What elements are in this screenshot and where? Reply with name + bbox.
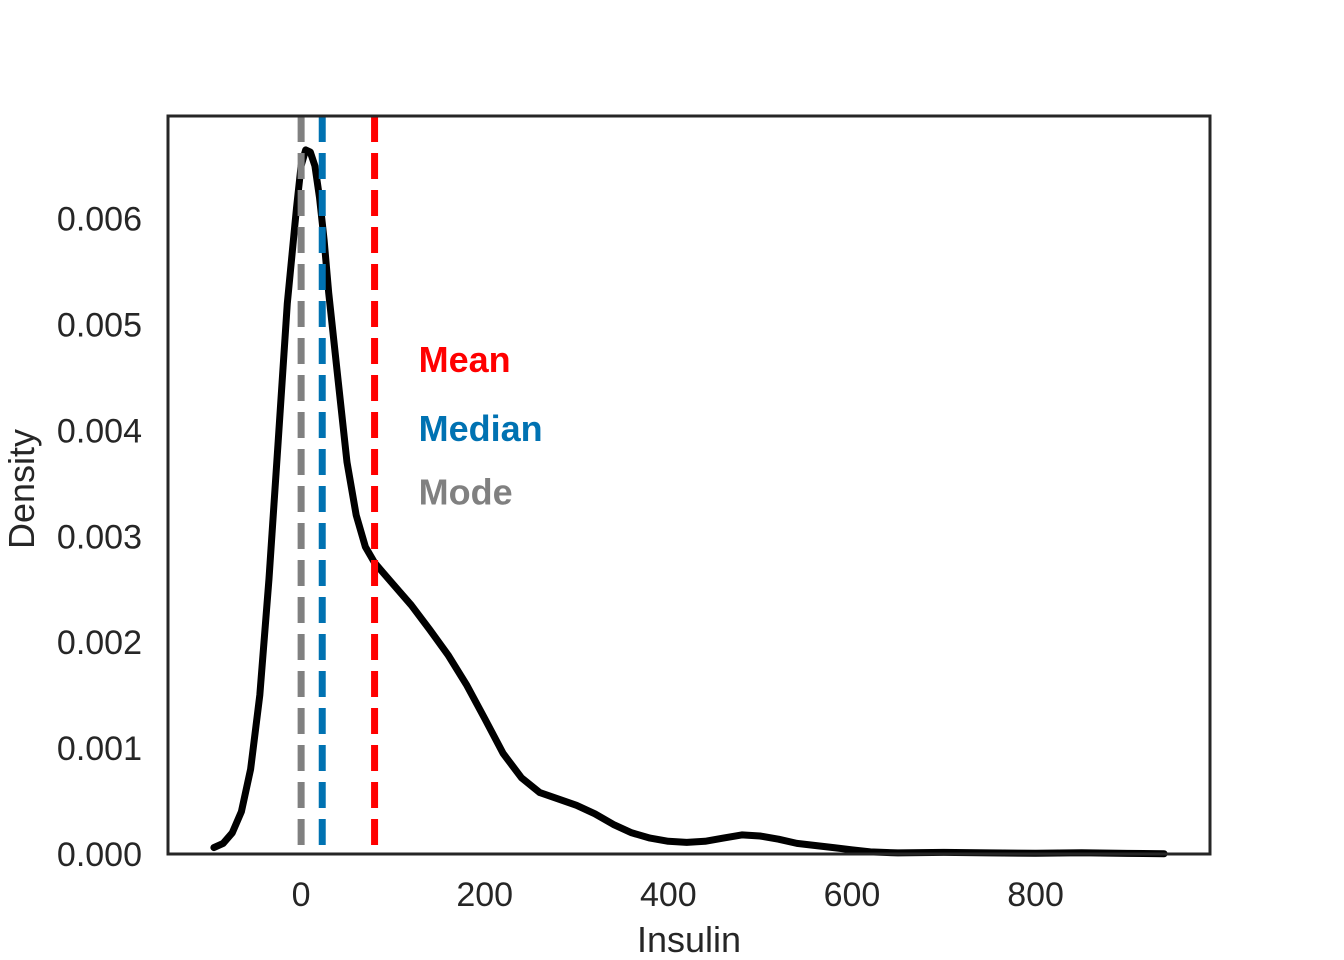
x-tick-label: 600 xyxy=(824,876,881,914)
x-axis: 0 200 400 600 800 xyxy=(292,876,1064,914)
plot-area: Mean Median Mode xyxy=(210,116,1168,858)
mode-annotation: Mode xyxy=(419,472,513,513)
y-tick-label: 0.000 xyxy=(57,836,142,874)
y-tick-label: 0.003 xyxy=(57,518,142,556)
y-tick-label: 0.005 xyxy=(57,307,142,345)
mean-annotation: Mean xyxy=(419,339,511,380)
y-tick-label: 0.006 xyxy=(57,201,142,239)
y-tick-label: 0.002 xyxy=(57,624,142,662)
median-annotation: Median xyxy=(419,408,543,449)
kde-curve-0 xyxy=(210,146,1168,858)
x-axis-label: Insulin xyxy=(637,919,741,960)
x-tick-label: 0 xyxy=(292,876,311,914)
plot-frame xyxy=(166,114,1212,856)
y-axis-label: Density xyxy=(1,429,42,549)
x-tick-label: 200 xyxy=(456,876,513,914)
y-tick-label: 0.001 xyxy=(57,730,142,768)
x-tick-label: 800 xyxy=(1007,876,1064,914)
x-tick-label: 400 xyxy=(640,876,697,914)
y-axis: 0.000 0.001 0.002 0.003 0.004 0.005 0.006 xyxy=(57,201,142,874)
y-tick-label: 0.004 xyxy=(57,412,142,450)
